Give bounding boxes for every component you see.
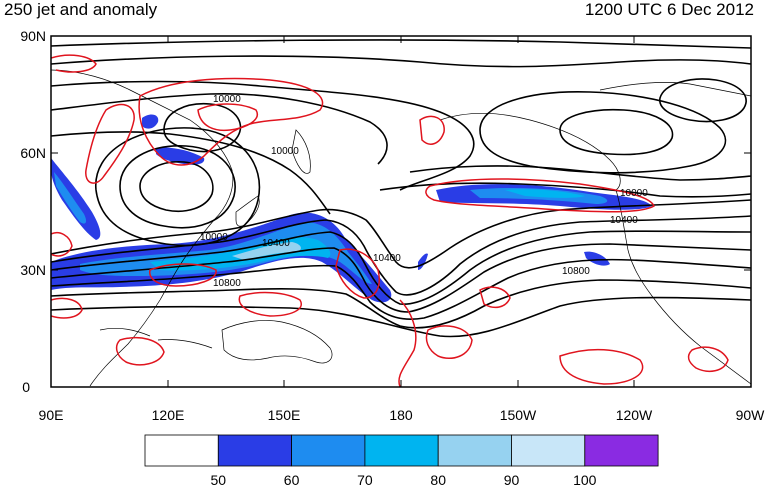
height-contour-low-east	[479, 91, 727, 174]
lon-tick-label: 180	[389, 407, 413, 423]
anomaly-contour	[425, 178, 655, 213]
height-contour	[51, 92, 388, 165]
lon-tick-label: 90E	[39, 407, 64, 423]
height-contours	[51, 39, 751, 338]
lat-tick-label: 90N	[20, 28, 46, 44]
coastline-indonesia	[99, 328, 213, 349]
coastline-asia-east	[51, 69, 234, 387]
jet-siberia	[156, 147, 205, 165]
lon-axis	[50, 36, 752, 387]
colorbar-swatch	[511, 434, 586, 467]
anomaly-contour	[238, 291, 302, 317]
anomaly-contour	[398, 299, 417, 387]
anomaly-contour	[51, 297, 83, 319]
lat-tick-label: 0	[22, 379, 30, 395]
colorbar-swatch	[144, 434, 219, 467]
colorbar-tick-label: 50	[211, 472, 227, 488]
height-contour-low-arctic	[659, 78, 747, 123]
anomaly-contour	[51, 232, 73, 257]
colorbar-swatch	[291, 434, 366, 467]
height-contour-jet-4	[51, 243, 751, 313]
height-contour	[51, 131, 331, 215]
height-contour	[51, 55, 751, 68]
anomaly-contour	[115, 336, 165, 366]
jet-mexico	[584, 251, 610, 266]
coastline-australia	[221, 320, 333, 364]
height-contour-low-1	[139, 161, 214, 212]
anomaly-contour	[197, 103, 259, 132]
height-contour-northeast-1	[379, 182, 751, 198]
anomaly-contour	[335, 248, 380, 299]
lon-tick-label: 120W	[616, 407, 653, 423]
height-contour-low-4	[163, 102, 242, 153]
contour-label: 10000	[271, 146, 299, 157]
lat-tick-label: 60N	[20, 145, 46, 161]
jet-asia-west-mid	[54, 172, 87, 224]
height-contour	[51, 39, 751, 49]
height-contour-jet-5	[51, 258, 751, 320]
lat-axis	[51, 35, 751, 388]
jet-arctic	[142, 114, 159, 129]
coastlines	[51, 69, 751, 387]
lat-tick-label: 30N	[20, 262, 46, 278]
anomaly-contour	[85, 103, 135, 184]
contour-label: 10000	[213, 94, 241, 105]
contour-label: 10400	[610, 215, 638, 226]
anomaly-contour	[51, 54, 97, 73]
height-contour-subtropic	[51, 296, 751, 338]
colorbar-tick-label: 90	[504, 472, 520, 488]
coastline-kamchatka	[291, 129, 311, 174]
colorbar-swatch	[364, 434, 439, 467]
height-contour	[51, 80, 475, 191]
contour-label: 10000	[620, 188, 648, 199]
contour-label: 10800	[562, 266, 590, 277]
coastline-alaska	[439, 112, 621, 191]
contour-label: 10400	[373, 253, 401, 264]
colorbar-labels: 50 60 70 80 90 100	[211, 472, 597, 488]
lon-tick-label: 150E	[268, 407, 301, 423]
colorbar-tick-label: 60	[284, 472, 300, 488]
anomaly-contour	[425, 325, 473, 360]
colorbar	[144, 434, 659, 467]
jet-core-pacific-fastest	[232, 242, 301, 260]
anomaly-contours	[51, 54, 729, 387]
anomaly-contour	[149, 263, 217, 287]
anomaly-contour	[687, 346, 729, 373]
colorbar-swatch	[584, 434, 659, 467]
height-contour-jet-6	[51, 279, 751, 329]
coastline-canada-arctic	[599, 82, 751, 97]
anomaly-contour	[479, 286, 511, 309]
contour-label: 10000	[200, 232, 228, 243]
anomaly-contour	[419, 115, 445, 145]
contour-label: 10800	[213, 278, 241, 289]
colorbar-swatch	[217, 434, 293, 467]
map-title: 250 jet and anomaly	[4, 0, 158, 19]
height-contour-jet-2	[51, 215, 751, 296]
lon-tick-label: 90W	[736, 407, 766, 423]
height-contour-jet-3	[51, 230, 751, 305]
anomaly-contour	[138, 77, 324, 166]
colorbar-tick-label: 70	[357, 472, 373, 488]
anomaly-contour	[559, 348, 644, 385]
valid-time: 1200 UTC 6 Dec 2012	[584, 0, 754, 19]
height-contour-low-east-inner	[559, 108, 674, 156]
coastline-north-america-west	[615, 189, 751, 385]
contour-labels: 10000 10000 10000 10400 10400 10000 1040…	[200, 94, 648, 289]
jet-northeast-pacific-fast	[505, 189, 585, 198]
contour-label: 10400	[262, 238, 290, 249]
colorbar-tick-label: 100	[573, 472, 597, 488]
jet-asia-west	[51, 158, 101, 240]
coastline-japan	[235, 195, 260, 227]
lon-tick-label: 150W	[500, 407, 537, 423]
colorbar-swatch	[437, 434, 512, 467]
colorbar-tick-label: 80	[430, 472, 446, 488]
lon-tick-label: 120E	[152, 407, 185, 423]
